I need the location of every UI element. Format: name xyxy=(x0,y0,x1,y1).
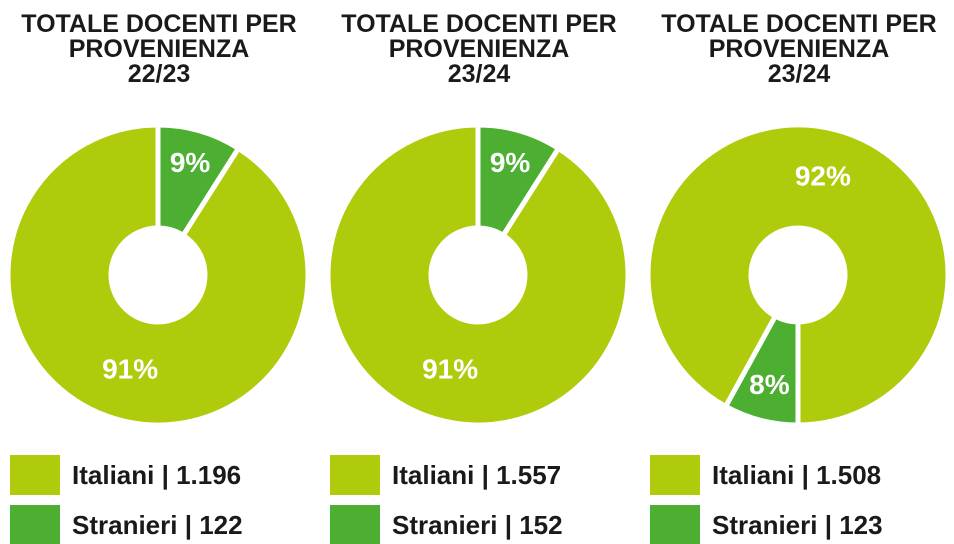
legend-label: Italiani | 1.508 xyxy=(712,460,881,490)
legend-swatch xyxy=(650,505,700,544)
legend-swatch xyxy=(10,505,60,544)
chart-panel: 91% 9% Italiani | 1.557 Stranieri | 152 TOTA… xyxy=(320,0,638,544)
value-label: 91% xyxy=(422,353,478,384)
slice xyxy=(722,312,801,428)
chart-title: TOTALE DOCENTI PER PROVENIENZA xyxy=(661,10,937,63)
slice xyxy=(475,122,562,239)
chart-panel: 92% 8% Italiani | 1.508 Stranieri | 123 TOTA… xyxy=(640,0,954,544)
value-label: 92% xyxy=(795,161,851,192)
chart-title: TOTALE DOCENTI PER PROVENIENZA xyxy=(341,10,617,63)
chart-subtitle: 23/24 xyxy=(447,60,511,88)
legend-swatch xyxy=(650,455,700,495)
slice xyxy=(155,122,242,239)
chart: 92% 8% Italiani | 1.508 Stranieri | 123 xyxy=(645,122,951,544)
legend-label: Stranieri | 122 xyxy=(72,510,243,540)
slice xyxy=(325,122,631,428)
chart-panel: 91% 9% Italiani | 1.196 Stranieri | 122 TOTA… xyxy=(0,0,318,544)
legend-label: Stranieri | 152 xyxy=(392,510,563,540)
chart: 91% 9% Italiani | 1.196 Stranieri | 122 xyxy=(5,122,311,544)
legend-swatch xyxy=(330,505,380,544)
value-label: 9% xyxy=(170,147,211,178)
title-block: TOTALE DOCENTI PER PROVENIENZA 22/23 xyxy=(0,12,318,87)
chart: 91% 9% Italiani | 1.557 Stranieri | 152 xyxy=(325,122,631,544)
legend-label: Stranieri | 123 xyxy=(712,510,883,540)
chart-title: TOTALE DOCENTI PER PROVENIENZA xyxy=(21,10,297,63)
legend-label: Italiani | 1.557 xyxy=(392,460,561,490)
slice xyxy=(645,122,951,428)
value-label: 9% xyxy=(490,147,531,178)
chart-subtitle: 22/23 xyxy=(127,60,191,88)
title-block: TOTALE DOCENTI PER PROVENIENZA 23/24 xyxy=(320,12,638,87)
legend-swatch xyxy=(10,455,60,495)
chart-subtitle: 23/24 xyxy=(767,60,831,88)
title-block: TOTALE DOCENTI PER PROVENIENZA 23/24 xyxy=(640,12,954,87)
slice xyxy=(5,122,311,428)
legend-label: Italiani | 1.196 xyxy=(72,460,241,490)
value-label: 91% xyxy=(102,353,158,384)
legend-swatch xyxy=(330,455,380,495)
value-label: 8% xyxy=(749,369,790,400)
